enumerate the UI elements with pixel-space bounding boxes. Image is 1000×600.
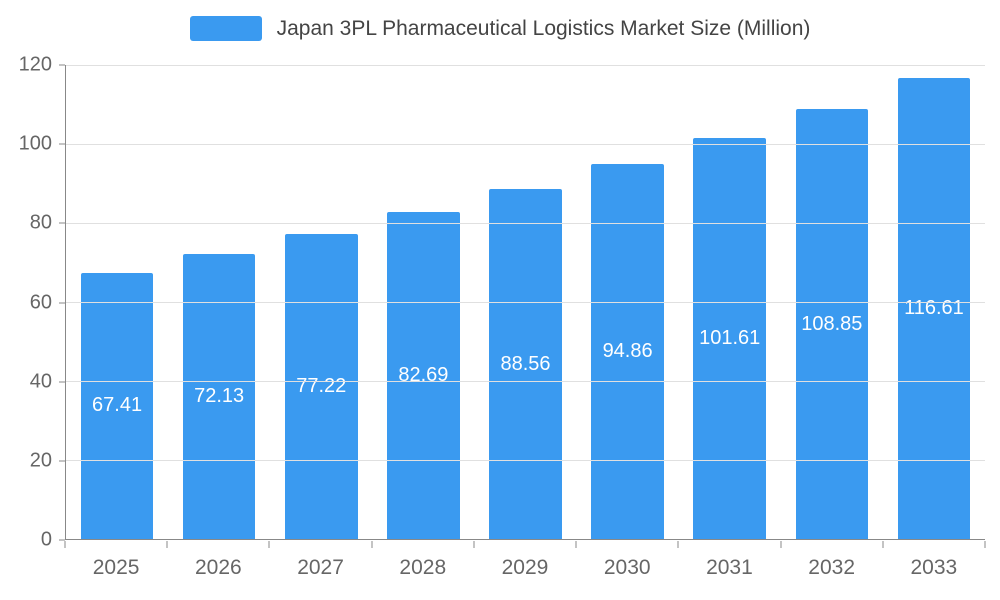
bar-slot: 82.69 [372,65,474,539]
y-axis-tick [59,539,65,541]
bar-slot: 101.61 [679,65,781,539]
y-axis-tick-label: 40 [29,370,52,393]
y-axis-tick-label: 20 [29,449,52,472]
bar-value-label: 94.86 [602,340,653,363]
bar-value-label: 116.61 [904,297,964,320]
y-axis-tick [59,381,65,383]
chart-title: Japan 3PL Pharmaceutical Logistics Marke… [276,16,811,40]
x-axis-tick [677,541,679,548]
bar-2026[interactable]: 72.13 [182,254,256,539]
bar-2028[interactable]: 82.69 [387,212,460,539]
legend-swatch [189,16,262,41]
x-axis-label: 2025 [92,556,140,579]
bar-value-label: 82.69 [398,364,449,387]
x-axis-label: 2029 [501,556,549,579]
x-axis-label: 2032 [808,556,855,579]
bar-slot: 67.41 [66,65,168,539]
bar-2029[interactable]: 88.56 [489,189,562,539]
bar-slot: 77.22 [270,65,372,539]
bar-2031[interactable]: 101.61 [693,137,766,539]
x-axis-ticks [64,541,986,549]
x-axis-label: 2026 [194,556,242,579]
x-axis-label: 2031 [706,556,753,579]
bar-2033[interactable]: 116.61 [897,78,971,539]
gridline [66,222,985,224]
gridline [66,65,985,66]
y-axis-tick-label: 80 [29,211,52,234]
plot-area: 67.41 72.13 77.22 82.69 88.56 94.86 101.61 108.… [65,65,985,540]
bar-slot: 72.13 [168,65,270,539]
x-axis-label: 2027 [297,556,344,579]
x-axis-label: 2033 [910,556,958,579]
x-axis-label: 2028 [399,556,447,579]
bar-slot: 108.85 [781,65,883,539]
y-axis-tick [59,460,65,462]
legend[interactable]: Japan 3PL Pharmaceutical Logistics Marke… [0,16,1000,41]
bar-value-label: 67.41 [92,394,143,417]
bar-2032[interactable]: 108.85 [795,109,869,539]
x-axis-tick [268,541,270,548]
x-axis-tick [780,541,782,548]
y-axis-tick-label: 100 [18,132,52,155]
y-axis-tick-label: 0 [40,528,52,551]
x-axis-tick [984,541,986,548]
x-axis-tick [64,541,66,548]
y-axis-tick-label: 120 [18,53,52,76]
x-axis-tick [473,541,475,548]
bar-2030[interactable]: 94.86 [591,164,664,539]
bar-slot: 116.61 [883,65,985,539]
bar-value-label: 108.85 [801,312,863,335]
bar-value-label: 77.22 [296,374,347,397]
x-axis-tick [882,541,884,548]
gridline [66,380,985,382]
x-axis-tick [371,541,373,548]
x-axis-label: 2030 [603,556,651,579]
bar-value-label: 88.56 [500,352,551,375]
y-axis-tick [59,222,65,224]
gridline [66,143,985,145]
x-axis-tick [575,541,577,548]
bar-slot: 94.86 [577,65,679,539]
y-axis-tick [59,143,65,145]
gridline [66,460,985,461]
bar-2025[interactable]: 67.41 [80,272,154,539]
y-axis: 0 20 40 60 80 100 120 [0,54,65,551]
gridline [66,302,985,303]
bar-value-label: 101.61 [699,326,761,349]
y-axis-tick [59,64,65,66]
bar-slot: 88.56 [474,65,576,539]
y-axis-tick-label: 60 [29,291,52,313]
bar-value-label: 72.13 [194,385,245,408]
x-axis-tick [166,541,168,548]
x-axis-labels: 2025 2026 2027 2028 2029 2030 2031 2032 2033 [65,556,985,580]
bar-2027[interactable]: 77.22 [285,233,358,539]
y-axis-tick [59,302,65,303]
bar-series: 67.41 72.13 77.22 82.69 88.56 94.86 101.61 108.… [66,65,985,539]
